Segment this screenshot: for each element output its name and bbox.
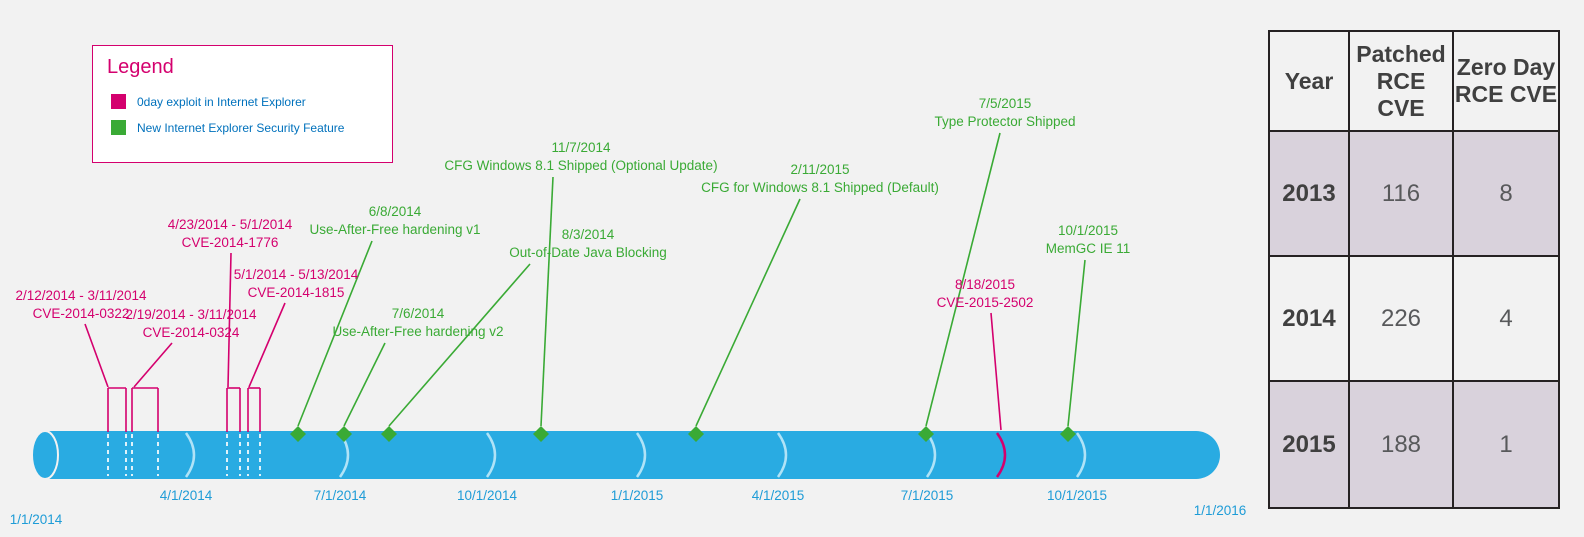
exploit-label-cve-2014-0324: 2/19/2014 - 3/11/2014 CVE-2014-0324	[125, 306, 256, 342]
feature-label-uaf-hardening-v2: 7/6/2014 Use-After-Free hardening v2	[332, 305, 503, 341]
exploit-dates: 4/23/2014 - 5/1/2014	[167, 217, 293, 232]
table-header-patched-rce-cve: Patched RCE CVE	[1350, 32, 1454, 132]
table-header-zero-day-rce-cve: Zero Day RCE CVE	[1454, 32, 1558, 132]
feature-swatch-icon	[111, 120, 126, 135]
feature-title: Type Protector Shipped	[934, 114, 1076, 129]
header-text: Zero Day	[1456, 54, 1556, 80]
exploit-range-dashed-lines	[107, 434, 261, 476]
feature-label-cfg-optional: 11/7/2014 CFG Windows 8.1 Shipped (Optio…	[444, 139, 717, 175]
exploit-leader-lines	[84, 252, 1002, 432]
header-text: Year	[1284, 67, 1334, 94]
feature-label-memgc: 10/1/2015 MemGC IE 11	[1046, 222, 1131, 258]
feature-date: 11/7/2014	[551, 140, 611, 155]
axis-label-4-1-2015: 4/1/2015	[751, 488, 805, 503]
feature-date: 6/8/2014	[368, 204, 422, 219]
legend-item-zero-day-exploit: 0day exploit in Internet Explorer	[111, 94, 392, 109]
table-cell-year-2014: 2014	[1270, 257, 1350, 382]
exploit-cve: CVE-2014-1776	[181, 235, 279, 250]
feature-date: 10/1/2015	[1057, 223, 1119, 238]
legend: Legend 0day exploit in Internet Explorer…	[92, 45, 393, 163]
header-text: RCE CVE	[1454, 81, 1558, 107]
axis-label-7-1-2014: 7/1/2014	[313, 488, 367, 503]
feature-label-cfg-default: 2/11/2015 CFG for Windows 8.1 Shipped (D…	[701, 161, 939, 197]
feature-title: MemGC IE 11	[1045, 241, 1131, 256]
feature-leader-lines	[297, 132, 1086, 427]
table-cell-patched-2015: 188	[1350, 382, 1454, 507]
exploit-dates: 2/12/2014 - 3/11/2014	[15, 288, 147, 303]
exploit-label-cve-2014-0322: 2/12/2014 - 3/11/2014 CVE-2014-0322	[15, 287, 146, 323]
legend-item-label: 0day exploit in Internet Explorer	[137, 94, 306, 109]
feature-title: Out-of-Date Java Blocking	[509, 245, 667, 260]
table-cell-year-2013: 2013	[1270, 132, 1350, 257]
axis-label-10-1-2014: 10/1/2014	[456, 488, 518, 503]
exploit-swatch-icon	[111, 94, 126, 109]
axis-label-4-1-2014: 4/1/2014	[159, 488, 213, 503]
feature-title: CFG for Windows 8.1 Shipped (Default)	[701, 180, 939, 195]
feature-date: 7/6/2014	[391, 306, 445, 321]
axis-label-1-1-2014: 1/1/2014	[9, 512, 63, 527]
feature-label-java-blocking: 8/3/2014 Out-of-Date Java Blocking	[509, 226, 667, 262]
table-cell-patched-2013: 116	[1350, 132, 1454, 257]
table-cell-zeroday-2013: 8	[1454, 132, 1558, 257]
exploit-cve: CVE-2014-0322	[32, 306, 130, 321]
feature-title: Use-After-Free hardening v1	[309, 222, 481, 237]
timeline-bar	[46, 431, 1220, 479]
exploit-label-cve-2014-1776: 4/23/2014 - 5/1/2014 CVE-2014-1776	[168, 216, 293, 252]
feature-date: 7/5/2015	[978, 96, 1032, 111]
table-cell-zeroday-2015: 1	[1454, 382, 1558, 507]
exploit-dates: 2/19/2014 - 3/11/2014	[125, 307, 257, 322]
header-text: Patched	[1356, 40, 1446, 67]
feature-label-type-protector: 7/5/2015 Type Protector Shipped	[934, 95, 1075, 131]
axis-label-10-1-2015: 10/1/2015	[1046, 488, 1108, 503]
exploit-cve: CVE-2014-0324	[142, 325, 240, 340]
feature-date: 8/3/2014	[561, 227, 615, 242]
cve-summary-table: Year Patched RCE CVE Zero Day RCE CVE 20…	[1268, 30, 1560, 509]
table-cell-zeroday-2014: 4	[1454, 257, 1558, 382]
exploit-dates: 8/18/2015	[954, 277, 1016, 292]
timeline-left-cap-icon	[31, 430, 59, 480]
exploit-cve: CVE-2015-2502	[936, 295, 1034, 310]
table-cell-year-2015: 2015	[1270, 382, 1350, 507]
exploit-label-cve-2015-2502: 8/18/2015 CVE-2015-2502	[937, 276, 1034, 312]
feature-title: CFG Windows 8.1 Shipped (Optional Update…	[444, 158, 718, 173]
axis-label-1-1-2015: 1/1/2015	[610, 488, 664, 503]
exploit-2502-arc-marker	[995, 432, 1007, 478]
feature-label-uaf-hardening-v1: 6/8/2014 Use-After-Free hardening v1	[309, 203, 480, 239]
axis-label-7-1-2015: 7/1/2015	[900, 488, 954, 503]
legend-title: Legend	[107, 56, 174, 78]
feature-title: Use-After-Free hardening v2	[332, 324, 504, 339]
exploit-dates: 5/1/2014 - 5/13/2014	[233, 267, 359, 282]
table-header-year: Year	[1270, 32, 1350, 132]
exploit-cve: CVE-2014-1815	[247, 285, 345, 300]
feature-date: 2/11/2015	[790, 162, 850, 177]
legend-item-label: New Internet Explorer Security Feature	[137, 120, 345, 135]
feature-diamond-markers	[290, 426, 1076, 442]
exploit-label-cve-2014-1815: 5/1/2014 - 5/13/2014 CVE-2014-1815	[234, 266, 359, 302]
legend-item-security-feature: New Internet Explorer Security Feature	[111, 120, 392, 135]
axis-label-1-1-2016: 1/1/2016	[1193, 503, 1247, 518]
table-cell-patched-2014: 226	[1350, 257, 1454, 382]
header-text: RCE CVE	[1376, 67, 1426, 121]
